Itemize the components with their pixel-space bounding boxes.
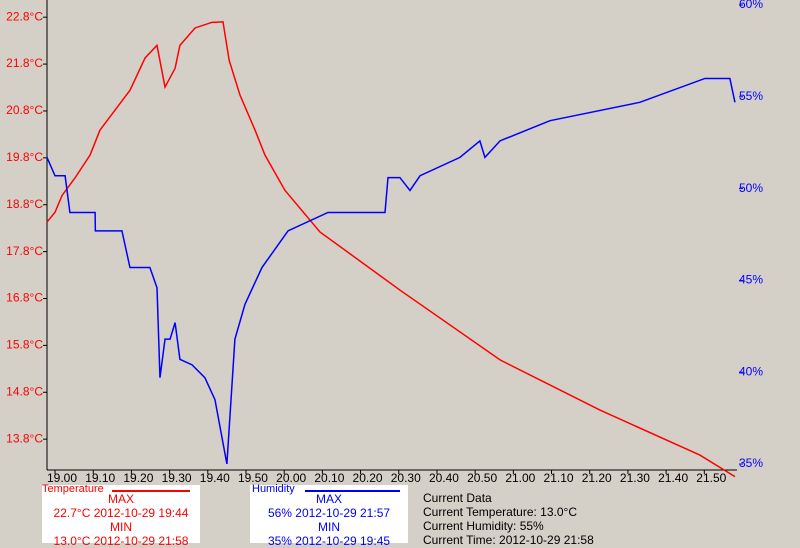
current-temperature: Current Temperature: 13.0°C [423,505,577,519]
x-tick-label: 20.10 [314,471,344,485]
current-time: Current Time: 2012-10-29 21:58 [423,533,594,547]
max-label: MAX [315,492,342,506]
min-label: MIN [110,520,132,534]
x-tick-label: 19.20 [123,471,153,485]
series-line [46,21,736,478]
legend-label: Humidity [252,483,295,495]
y-tick-label: 20.8°C [6,103,43,117]
y-tick-label: 21.8°C [6,56,43,70]
y-tick-label: 17.8°C [6,244,43,258]
series-line [46,77,736,465]
x-tick-label: 21.40 [658,471,688,485]
y-tick-label: 16.8°C [6,291,43,305]
max-label: MAX [107,492,134,506]
x-tick-label: 19.10 [85,471,115,485]
x-tick-label: 19.40 [200,471,230,485]
x-tick-label: 20.40 [429,471,459,485]
min-value: 35% 2012-10-29 19:45 [267,534,391,548]
x-tick-label: 21.50 [696,471,726,485]
y-tick-label: 18.8°C [6,197,43,211]
current-humidity: Current Humidity: 55% [423,519,544,533]
x-tick-label: 20.20 [353,471,383,485]
legend-line [112,490,190,492]
y2-tick-label: 35% [739,456,763,470]
chart: 22.8°C 21.8°C 20.8°C 19.8°C 18.8°C 17.8°C 16.8… [6,0,763,485]
x-tick-label: 19.30 [162,471,192,485]
y-tick-label: 19.8°C [6,150,43,164]
x-tick-label: 19.50 [238,471,268,485]
x-tick-label: 19.00 [47,471,77,485]
min-value: 13.0°C 2012-10-29 21:58 [53,534,189,548]
x-tick-label: 21.30 [620,471,650,485]
x-tick-label: 20.30 [391,471,421,485]
current-data: Current Data Current Temperature: 13.0°C… [423,491,594,547]
x-tick-label: 21.00 [505,471,535,485]
y2-tick-label: 45% [739,273,763,287]
legend-label: Temperature [42,483,104,495]
min-label: MIN [318,520,340,534]
humidity-panel: Humidity MAX 56% 2012-10-29 21:57 MIN 35… [250,483,408,548]
max-value: 22.7°C 2012-10-29 19:44 [53,506,189,520]
max-value: 56% 2012-10-29 21:57 [267,506,391,520]
y-tick-label: 15.8°C [6,338,43,352]
y2-tick-label: 40% [739,364,763,378]
x-tick-label: 20.50 [467,471,497,485]
y2-tick-label: 55% [739,89,763,103]
y2-tick-label: 50% [739,181,763,195]
x-tick-label: 20.00 [276,471,306,485]
x-tick-label: 21.10 [544,471,574,485]
temperature-panel: Temperature MAX 22.7°C 2012-10-29 19:44 … [42,483,200,548]
x-tick-label: 21.20 [582,471,612,485]
y-tick-label: 14.8°C [6,384,43,398]
legend-line [305,490,400,492]
current-title: Current Data [423,491,492,505]
y2-tick-label: 60% [739,0,763,11]
y-tick-label: 13.8°C [6,431,43,445]
y-tick-label: 22.8°C [6,9,43,23]
